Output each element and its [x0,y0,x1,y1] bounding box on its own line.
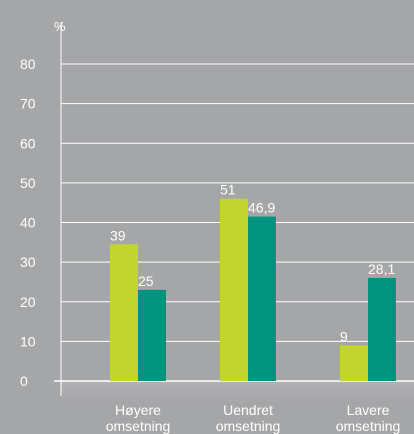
data-label: 51 [220,182,236,198]
baseline-shadow [60,381,414,407]
bar [248,216,276,381]
bar [368,277,396,381]
y-axis-unit: % [54,19,66,34]
data-label: 25 [138,273,154,289]
y-tick-label: 80 [20,56,36,72]
category-label: Høyere [115,402,161,418]
y-tick-label: 40 [20,215,36,231]
category-label: omsetning [106,418,171,434]
bar [340,345,368,381]
y-tick-label: 10 [20,333,36,349]
data-label: 9 [340,328,348,344]
data-label: 28,1 [368,261,395,277]
category-label: Uendret [223,402,273,418]
bar [110,244,138,381]
category-label: omsetning [216,418,281,434]
y-tick-label: 60 [20,135,36,151]
y-tick-label: 50 [20,175,36,191]
y-tick-label: 0 [20,373,28,389]
data-label: 39 [110,227,126,243]
category-label: omsetning [336,418,401,434]
bar [220,198,248,381]
y-tick-label: 30 [20,254,36,270]
bar [138,289,166,381]
data-label: 46,9 [248,200,275,216]
y-tick-label: 20 [20,294,36,310]
y-tick-label: 70 [20,96,36,112]
category-label: Lavere [347,402,390,418]
